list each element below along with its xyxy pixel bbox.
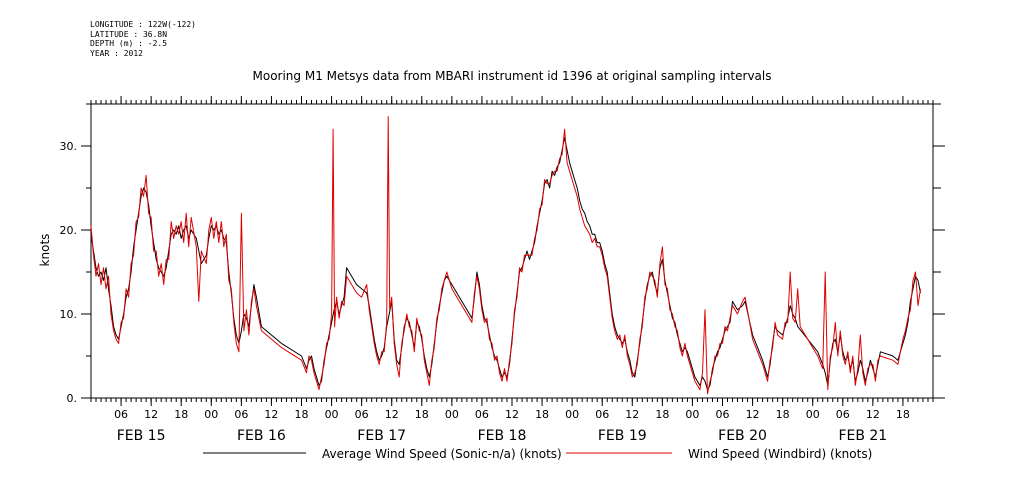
y-tick-label: 30.	[60, 140, 78, 153]
x-hour-tick-label: 00	[445, 408, 459, 421]
latitude-text: LATITUDE : 36.8N	[90, 29, 168, 39]
x-hour-tick-label: 06	[114, 408, 128, 421]
x-hour-tick-label: 00	[325, 408, 339, 421]
x-hour-tick-label: 00	[565, 408, 579, 421]
x-day-label: FEB 16	[237, 428, 286, 444]
y-axis-label: knots	[38, 234, 52, 267]
longitude-text: LONGITUDE : 122W(-122)	[90, 20, 196, 29]
x-day-label: FEB 18	[478, 428, 527, 444]
average-wind-speed-line	[90, 137, 921, 391]
x-hour-tick-label: 12	[144, 408, 158, 421]
x-hour-tick-label: 06	[716, 408, 730, 421]
legend: Average Wind Speed (Sonic-n/a) (knots) Wi…	[203, 447, 872, 461]
x-hour-tick-label: 12	[264, 408, 278, 421]
x-day-label: FEB 17	[357, 428, 406, 444]
x-hour-tick-label: 00	[806, 408, 820, 421]
y-tick-label: 0.	[67, 392, 78, 405]
x-day-label: FEB 19	[598, 428, 647, 444]
x-day-label: FEB 21	[838, 428, 887, 444]
x-hour-tick-label: 06	[475, 408, 489, 421]
x-hour-tick-label: 18	[415, 408, 429, 421]
x-day-label: FEB 20	[718, 428, 767, 444]
y-tick-label: 10.	[60, 308, 78, 321]
y-tick-label: 20.	[60, 224, 78, 237]
x-hour-tick-label: 00	[685, 408, 699, 421]
x-hour-tick-label: 12	[625, 408, 639, 421]
x-hour-tick-label: 18	[776, 408, 790, 421]
x-hour-tick-label: 12	[505, 408, 519, 421]
x-hour-tick-label: 18	[174, 408, 188, 421]
legend-label-average: Average Wind Speed (Sonic-n/a) (knots)	[322, 447, 562, 461]
x-hour-tick-label: 12	[385, 408, 399, 421]
data-series	[90, 116, 921, 395]
x-hour-tick-label: 18	[535, 408, 549, 421]
x-hour-tick-label: 06	[595, 408, 609, 421]
location-metadata: LONGITUDE : 122W(-122) LATITUDE : 36.8N …	[90, 20, 196, 58]
x-hour-tick-label: 06	[355, 408, 369, 421]
chart-title: Mooring M1 Metsys data from MBARI instru…	[253, 69, 772, 83]
x-day-label: FEB 15	[117, 428, 166, 444]
x-hour-tick-label: 18	[295, 408, 309, 421]
x-hour-tick-label: 06	[836, 408, 850, 421]
x-hour-tick-label: 00	[204, 408, 218, 421]
windbird-wind-speed-line	[90, 116, 921, 395]
x-hour-tick-label: 12	[866, 408, 880, 421]
legend-label-windbird: Wind Speed (Windbird) (knots)	[688, 447, 872, 461]
axis-ticks: 06 12 18 00 06 12 18 00 06 12 18 00 06 12 18 00 06 12 18 00…	[60, 96, 945, 444]
x-hour-tick-label: 06	[234, 408, 248, 421]
year-text: YEAR : 2012	[90, 48, 143, 58]
plot-frame	[90, 103, 934, 399]
x-hour-tick-label: 12	[746, 408, 760, 421]
x-hour-tick-label: 18	[655, 408, 669, 421]
x-hour-tick-label: 18	[896, 408, 910, 421]
depth-text: DEPTH (m) : -2.5	[90, 39, 168, 48]
